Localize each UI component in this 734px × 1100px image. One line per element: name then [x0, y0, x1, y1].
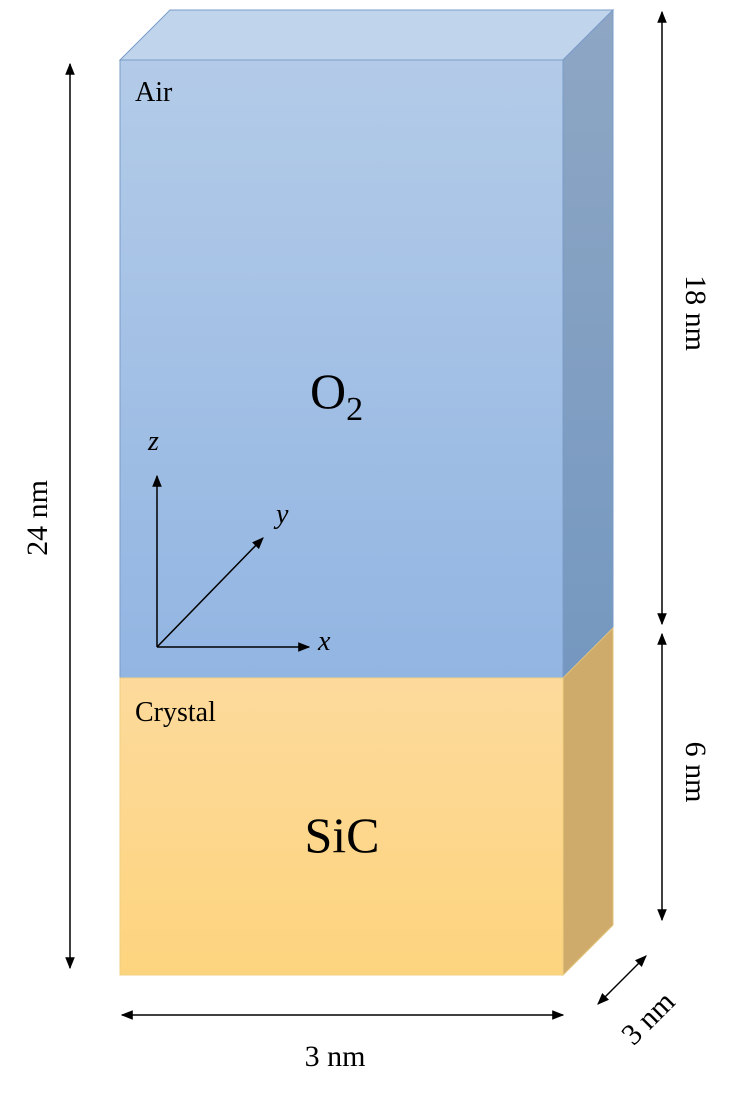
axis-label: y — [273, 499, 289, 530]
material-label: O2 — [310, 363, 363, 428]
coordinate-axes — [152, 474, 311, 652]
subscript: 2 — [346, 391, 363, 428]
dimension-label: 24 nm — [21, 480, 54, 556]
dimension-label: 6 nm — [679, 742, 712, 803]
side-face-air — [562, 8, 614, 680]
dimension-label: 18 nm — [679, 275, 712, 351]
air-region — [119, 59, 564, 679]
dimension-label: 3 nm — [615, 985, 681, 1051]
side-face-crystal — [562, 626, 614, 977]
crystal-region — [119, 677, 564, 976]
top-face — [118, 9, 615, 61]
dimension-label: 3 nm — [305, 1040, 366, 1073]
dimension-arrows — [65, 10, 667, 1020]
material: O — [310, 363, 346, 419]
dim-arrow — [597, 955, 647, 1005]
material-label: SiC — [304, 807, 379, 863]
y-axis — [156, 537, 264, 648]
axis-label: z — [147, 426, 159, 457]
axis-label: x — [317, 626, 331, 657]
region-label: Crystal — [135, 697, 216, 728]
region-label: Air — [135, 77, 173, 108]
